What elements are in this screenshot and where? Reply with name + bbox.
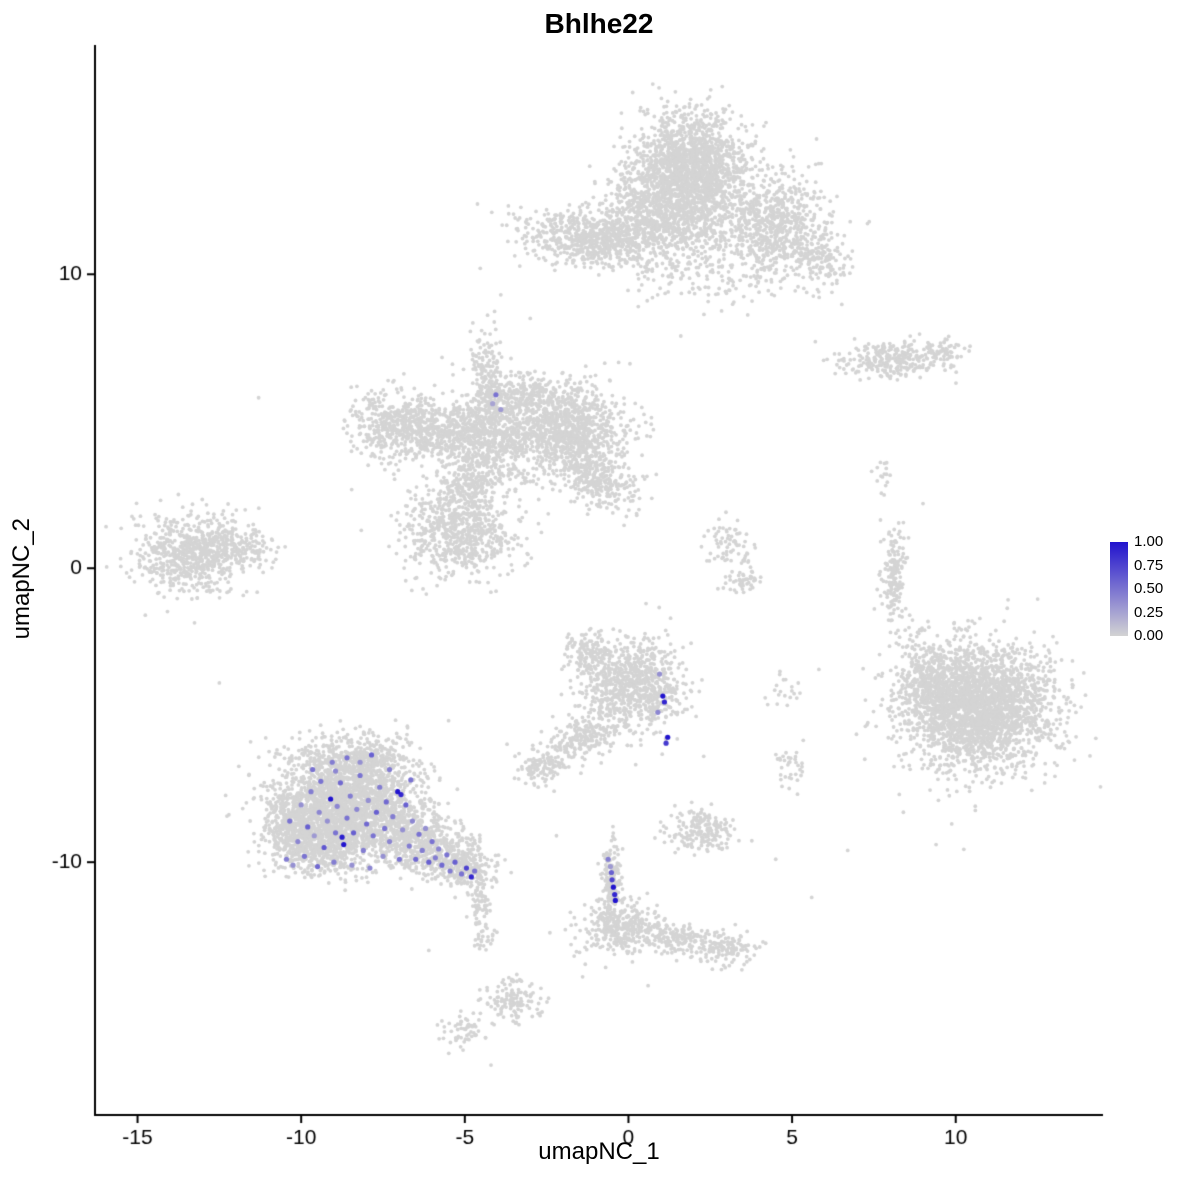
- legend-tick-label: 0.75: [1134, 556, 1164, 574]
- x-axis-title: umapNC_1: [538, 1138, 660, 1165]
- legend-tick-label: 1.00: [1134, 533, 1164, 550]
- legend-gradient-bar: [1110, 542, 1128, 636]
- chart-title: Bhlhe22: [544, 8, 654, 39]
- legend-tick-label: 0.25: [1134, 603, 1164, 621]
- legend-colorbar: 1.00 0.75 0.50 0.25 0.00: [1110, 534, 1198, 644]
- legend-tick-label: 0.50: [1134, 580, 1164, 597]
- legend-tick-label: 0.00: [1134, 627, 1164, 644]
- legend-labels: 1.00 0.75 0.50 0.25 0.00: [1134, 534, 1194, 644]
- y-axis-title: umapNC_2: [8, 518, 35, 640]
